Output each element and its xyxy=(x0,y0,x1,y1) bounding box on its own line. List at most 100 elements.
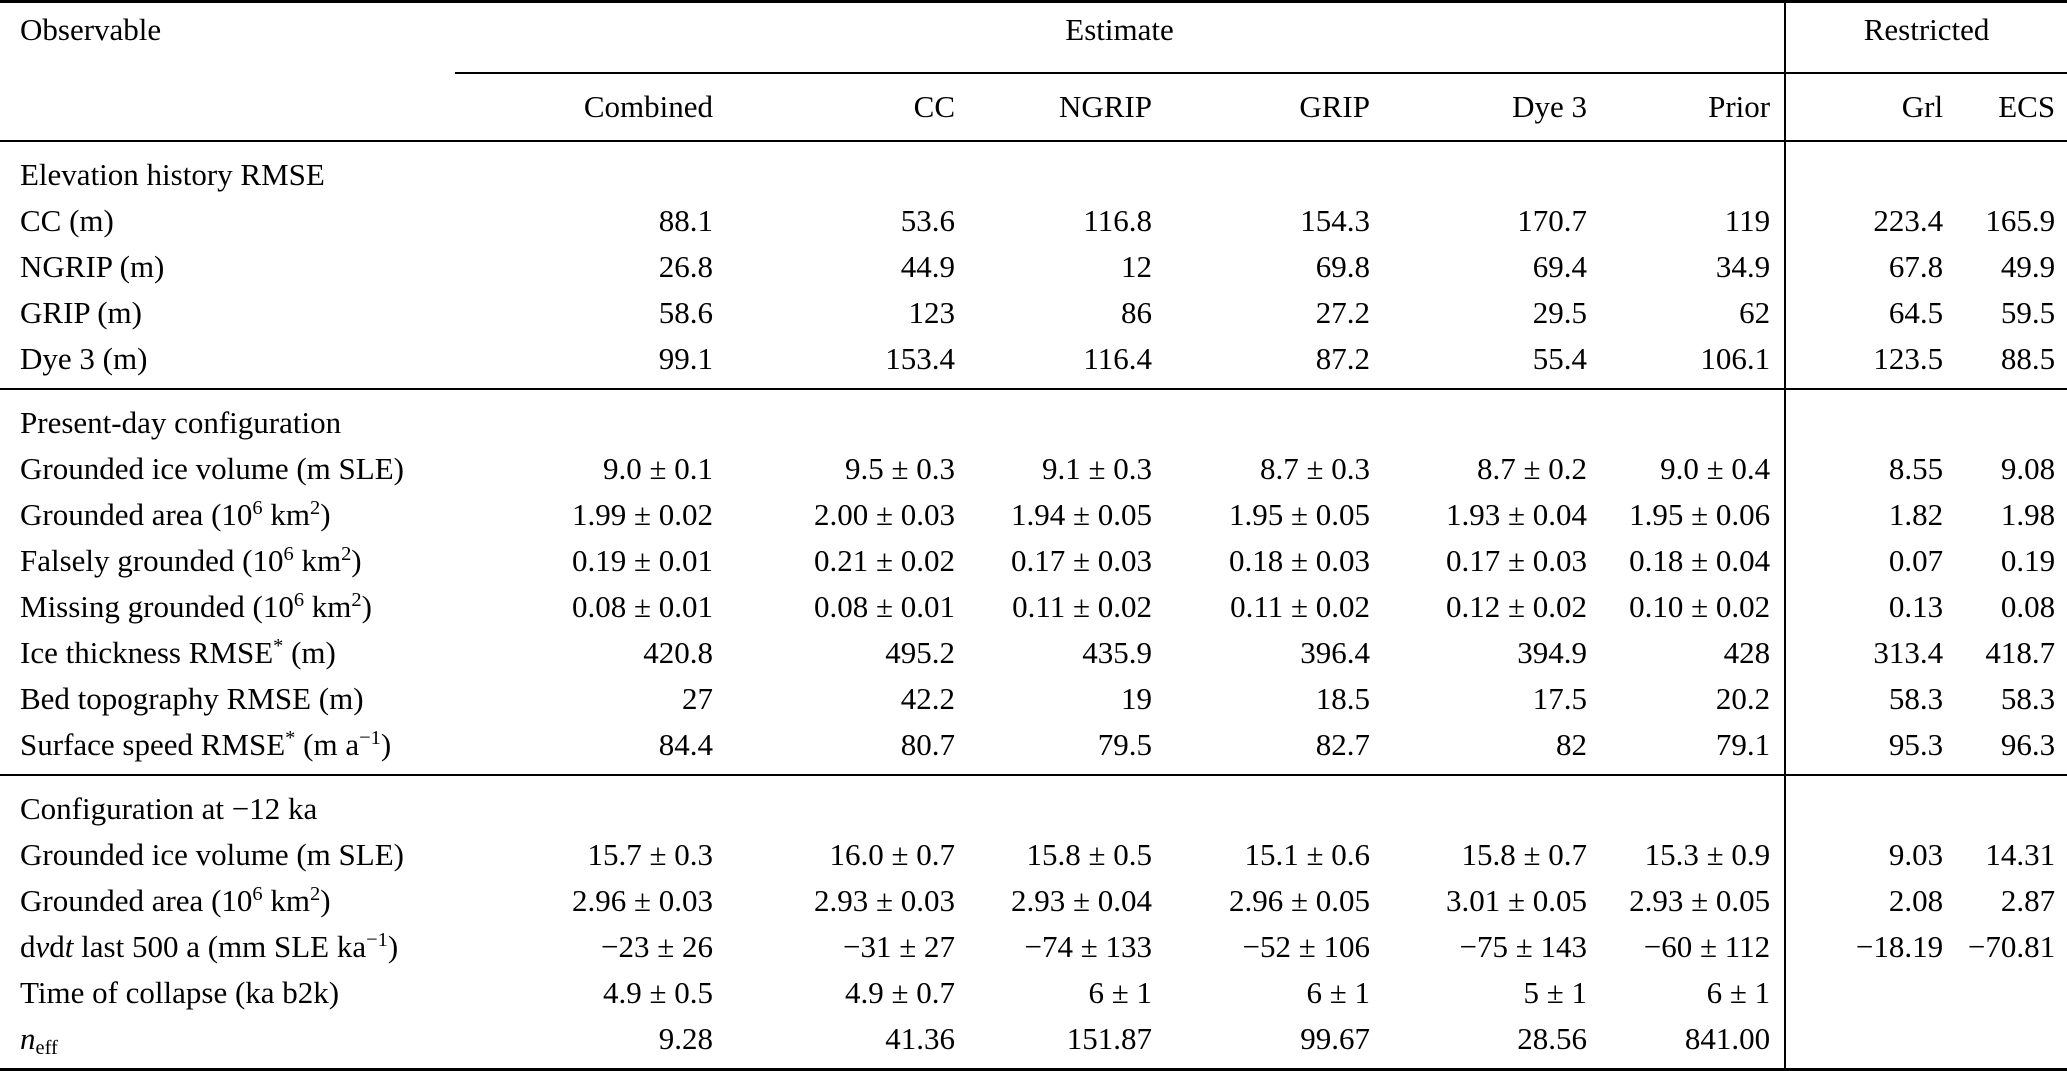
value-cell: 34.9 xyxy=(1715,249,1771,284)
value-cell: 0.17 ± 0.03 xyxy=(1010,543,1152,578)
value-cell: 495.2 xyxy=(885,635,955,670)
value-cell: 123 xyxy=(908,295,956,330)
value-cell: 8.7 ± 0.3 xyxy=(1259,451,1370,486)
value-cell: 0.08 xyxy=(2000,589,2056,624)
value-cell: 420.8 xyxy=(643,635,713,670)
group-header-row: Observable Estimate Restricted xyxy=(0,1,2067,142)
table-row: Grounded area (106 km2) 2.96 ± 0.03 2.93 ±… xyxy=(0,878,2067,924)
value-cell: 9.5 ± 0.3 xyxy=(844,451,955,486)
row-label: dvdt last 500 a (mm SLE ka−1) xyxy=(20,928,399,964)
value-cell: 6 ± 1 xyxy=(1306,975,1370,1010)
value-cell: 841.00 xyxy=(1684,1021,1771,1056)
value-cell: 116.8 xyxy=(1083,203,1152,238)
value-cell: 88.5 xyxy=(2000,341,2056,376)
value-cell: −75 ± 143 xyxy=(1459,929,1588,964)
table-section: Elevation history RMSE CC (m) 88.1 53.6 116.… xyxy=(0,141,2067,389)
value-cell: 0.18 ± 0.04 xyxy=(1629,543,1771,578)
value-cell: 18.5 xyxy=(1315,681,1370,716)
table-row: neff 9.28 41.36 151.87 99.67 28.56 841.00 xyxy=(0,1016,2067,1070)
section-title-row: Configuration at −12 ka xyxy=(0,774,2067,832)
value-cell: 20.2 xyxy=(1715,681,1771,716)
value-cell: 0.17 ± 0.03 xyxy=(1445,543,1587,578)
column-header-prior: Prior xyxy=(1587,73,1786,142)
value-cell xyxy=(1784,970,1944,1016)
value-cell: 170.7 xyxy=(1517,203,1587,238)
value-cell: 154.3 xyxy=(1300,203,1370,238)
value-cell: 1.95 ± 0.06 xyxy=(1629,497,1771,532)
column-header-cc: CC xyxy=(713,73,955,142)
value-cell: 12 xyxy=(1121,249,1152,284)
value-cell: 2.93 ± 0.04 xyxy=(1010,883,1152,918)
value-cell: 5 ± 1 xyxy=(1523,975,1587,1010)
value-cell: 0.18 ± 0.03 xyxy=(1228,543,1370,578)
section-title: Configuration at −12 ka xyxy=(0,774,1786,832)
value-cell: 0.13 xyxy=(1784,584,1944,630)
row-label: Grounded area (106 km2) xyxy=(20,882,331,918)
row-label: NGRIP (m) xyxy=(20,249,165,284)
value-cell: 1.98 xyxy=(2000,497,2056,532)
value-cell: 0.11 ± 0.02 xyxy=(1012,589,1152,624)
row-label: Bed topography RMSE (m) xyxy=(20,681,364,716)
restricted-group-header: Restricted xyxy=(1784,1,2067,74)
table-section: Configuration at −12 ka Grounded ice volu… xyxy=(0,774,2067,1070)
value-cell: 313.4 xyxy=(1784,630,1944,676)
value-cell: 0.21 ± 0.02 xyxy=(813,543,955,578)
value-cell: 59.5 xyxy=(2000,295,2056,330)
value-cell: 62 xyxy=(1739,295,1771,330)
table-row: Ice thickness RMSE* (m) 420.8 495.2 435.9 39… xyxy=(0,630,2067,676)
estimate-group-header: Estimate xyxy=(455,1,1786,74)
value-cell: 106.1 xyxy=(1700,341,1771,376)
column-header-ngrip: NGRIP xyxy=(955,73,1152,142)
value-cell: 27.2 xyxy=(1315,295,1370,330)
table-row: Surface speed RMSE* (m a−1) 84.4 80.7 79.5 8… xyxy=(0,722,2067,775)
column-header-combined: Combined xyxy=(455,73,713,142)
value-cell: 19 xyxy=(1121,681,1152,716)
value-cell: 119 xyxy=(1724,203,1771,238)
value-cell: 0.11 ± 0.02 xyxy=(1230,589,1370,624)
value-cell: 1.94 ± 0.05 xyxy=(1010,497,1152,532)
value-cell: −31 ± 27 xyxy=(843,929,955,964)
value-cell: 6 ± 1 xyxy=(1088,975,1152,1010)
table-row: NGRIP (m) 26.8 44.9 12 69.8 69.4 34.9 67.8 49.9 xyxy=(0,244,2067,290)
section-title: Elevation history RMSE xyxy=(20,157,325,192)
value-cell: 8.55 xyxy=(1784,446,1944,492)
value-cell: 84.4 xyxy=(658,727,713,762)
value-cell xyxy=(1943,1016,2067,1070)
value-cell: 15.1 ± 0.6 xyxy=(1244,837,1370,872)
value-cell: 99.67 xyxy=(1300,1021,1370,1056)
value-cell: 1.95 ± 0.05 xyxy=(1228,497,1370,532)
value-cell: 29.5 xyxy=(1532,295,1587,330)
value-cell: 2.93 ± 0.05 xyxy=(1629,883,1771,918)
value-cell: 55.4 xyxy=(1532,341,1587,376)
empty-cell xyxy=(1784,388,1944,446)
value-cell: 394.9 xyxy=(1517,635,1587,670)
value-cell: 9.08 xyxy=(2000,451,2056,486)
value-cell: −70.81 xyxy=(1967,929,2056,964)
value-cell: 0.07 xyxy=(1784,538,1944,584)
table-row: Grounded area (106 km2) 1.99 ± 0.02 2.00 ±… xyxy=(0,492,2067,538)
row-label: Grounded ice volume (m SLE) xyxy=(20,451,404,486)
value-cell: 223.4 xyxy=(1784,198,1944,244)
observable-column-header: Observable xyxy=(0,1,455,142)
value-cell: 16.0 ± 0.7 xyxy=(829,837,955,872)
row-label: Grounded area (106 km2) xyxy=(20,496,331,532)
row-label: GRIP (m) xyxy=(20,295,142,330)
row-label: Surface speed RMSE* (m a−1) xyxy=(20,726,392,762)
table-header: Observable Estimate Restricted Combined C… xyxy=(0,1,2067,142)
value-cell: 9.03 xyxy=(1784,832,1944,878)
value-cell: 41.36 xyxy=(885,1021,955,1056)
value-cell: 428 xyxy=(1723,635,1771,670)
value-cell: 151.87 xyxy=(1066,1021,1152,1056)
value-cell: 9.0 ± 0.4 xyxy=(1660,451,1771,486)
value-cell: −60 ± 112 xyxy=(1643,929,1771,964)
table-row: CC (m) 88.1 53.6 116.8 154.3 170.7 119 223.4 165… xyxy=(0,198,2067,244)
section-title: Present-day configuration xyxy=(0,388,1786,446)
value-cell: 9.0 ± 0.1 xyxy=(602,451,713,486)
value-cell: −74 ± 133 xyxy=(1024,929,1153,964)
column-header-grl: Grl xyxy=(1784,73,1944,142)
table-row: dvdt last 500 a (mm SLE ka−1) −23 ± 26 −31… xyxy=(0,924,2067,970)
table-row: Grounded ice volume (m SLE) 9.0 ± 0.1 9.5 … xyxy=(0,446,2067,492)
value-cell: 2.87 xyxy=(2000,883,2056,918)
